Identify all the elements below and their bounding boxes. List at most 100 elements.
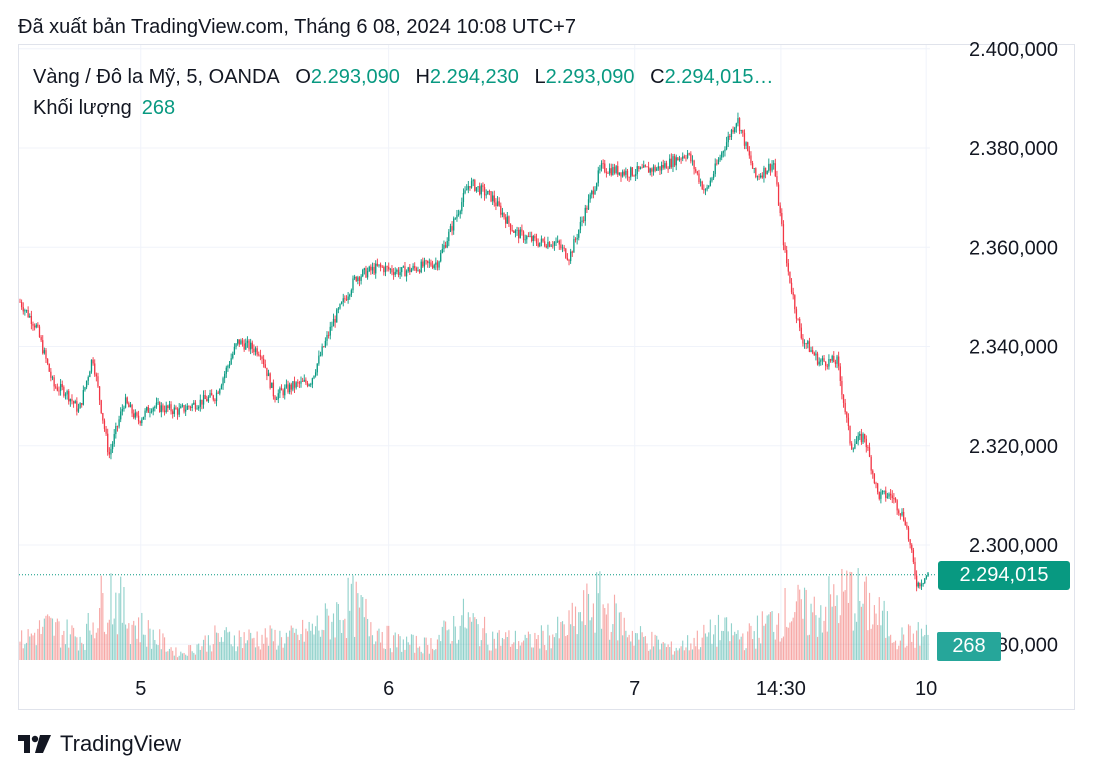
candle-body [353,276,356,279]
candle-body [358,277,361,281]
candle-body [690,153,692,162]
volume-bar [899,640,901,660]
volume-bar [829,594,832,660]
candle [698,169,700,185]
candle [638,165,640,172]
candle-body [152,408,154,412]
candle [680,157,682,164]
volume-bar [89,630,91,660]
volume-bar [310,630,312,660]
candle-body [582,220,585,222]
candle-body [436,262,439,268]
candle-body [347,296,349,301]
candle [397,267,400,278]
candle-body [263,358,265,365]
candle [27,306,29,318]
volume-bar [719,640,721,660]
candle-body [207,397,210,402]
candle [506,211,508,225]
candle-body [909,539,911,545]
volume-bar [272,641,274,660]
candle-body [282,390,284,396]
volume-bar [704,633,707,660]
volume-bar [282,647,284,660]
candle-body [753,168,755,169]
volume-bar [383,648,385,660]
candle-body [316,363,318,373]
candle [748,146,750,159]
volume-bar [175,647,177,660]
volume-bar [464,627,466,660]
candle [154,405,156,412]
candle-body [228,364,231,366]
volume-bar [844,590,846,660]
volume-bar [224,630,226,660]
candle-body [159,402,161,413]
candle [326,331,328,346]
candle-body [641,167,643,169]
candle-body [38,326,41,338]
candle-body [602,163,604,165]
volume-bar [885,637,887,660]
volume-bar [820,605,822,660]
candle [915,570,918,592]
candle [774,158,776,178]
candle [233,343,236,356]
candle [717,157,720,165]
volume-bar [30,633,32,660]
volume-bar [183,652,185,660]
symbol-name[interactable]: Vàng / Đô la Mỹ, 5, OANDA [33,66,280,88]
volume-bar [349,610,351,660]
volume-bar [894,640,897,660]
candle-body [664,163,666,168]
candle-body [240,340,242,345]
footer[interactable]: TradingView [18,728,181,760]
candle-body [318,355,320,364]
volume-bar [63,630,65,660]
candle [470,177,473,189]
candle [290,382,292,395]
volume-bar [833,584,835,660]
volume-bar [584,624,586,660]
candle-body [672,156,674,167]
candle [602,159,604,169]
volume-bar [212,644,214,660]
candle-body [880,492,882,499]
candle-body [703,189,705,191]
x-tick-label: 6 [383,678,394,700]
candle [217,390,219,394]
volume-bar [703,624,705,660]
candle-body [388,266,390,270]
volume-bar [831,606,833,660]
volume-bar [607,603,609,660]
candle-body [147,407,149,413]
volume-bar [136,638,138,660]
volume-bar [758,637,760,660]
volume-bar [505,632,507,660]
volume-bar [558,638,560,660]
candle-body [825,361,827,366]
volume-bar [721,630,723,660]
candle-body [797,318,799,320]
candle [472,178,474,187]
candle-body [163,410,166,413]
candle-body [818,361,820,365]
candle [366,267,369,280]
candle-body [111,443,114,450]
volume-bar [79,636,81,660]
candle-body [261,356,263,359]
volume-bar [121,622,123,660]
candle-body [750,155,752,164]
candle-body [180,406,182,409]
volume-bar [839,615,841,660]
candle [336,308,338,323]
volume-bar [172,650,174,660]
candle [831,354,833,363]
volume-bar [126,628,128,660]
volume-bar [22,648,24,660]
candle [108,447,110,459]
candle-body [784,245,786,251]
candle-body [126,397,128,404]
candle-body [764,167,767,175]
